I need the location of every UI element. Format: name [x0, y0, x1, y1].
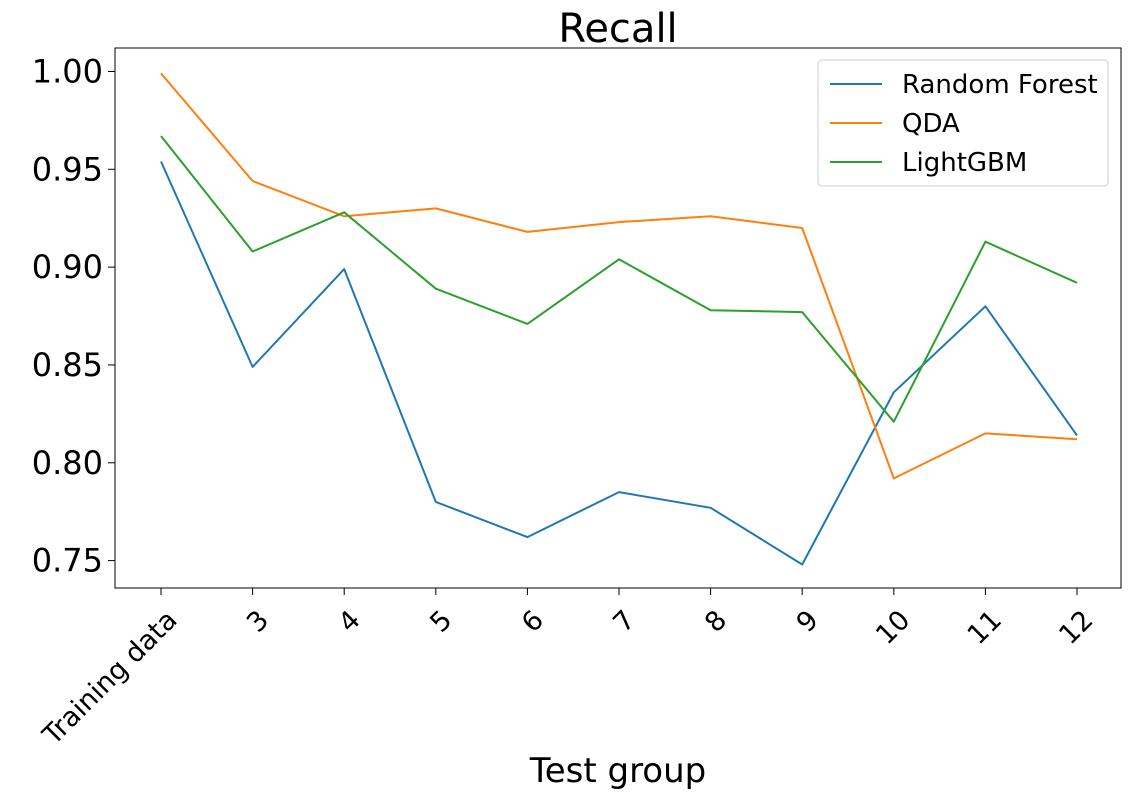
y-tick-label: 1.00 — [32, 52, 103, 90]
x-tick-label: Training data — [36, 605, 183, 752]
legend-entry: LightGBM — [902, 148, 1027, 178]
y-tick-label: 0.85 — [32, 346, 103, 384]
x-tick-label: 11 — [962, 605, 1008, 651]
x-tick-label: 4 — [333, 605, 367, 639]
x-tick-label: 10 — [870, 605, 916, 651]
legend-entry: Random Forest — [902, 70, 1098, 100]
x-tick-label: 9 — [791, 605, 825, 639]
series-line-lightgbm — [160, 135, 1078, 423]
legend: Random Forest QDA LightGBM — [817, 59, 1109, 187]
series-line-qda — [160, 72, 1078, 480]
chart-title: Recall — [558, 6, 677, 52]
x-tick-label: 7 — [607, 605, 641, 639]
x-axis-label: Test group — [529, 751, 707, 791]
legend-entry: QDA — [902, 109, 960, 139]
x-tick-label: 5 — [424, 605, 458, 639]
x-tick-label: 6 — [516, 605, 550, 639]
series-lines — [160, 72, 1078, 566]
plot-frame — [114, 47, 1122, 589]
legend-box — [817, 59, 1109, 187]
y-tick-label: 0.80 — [32, 444, 103, 482]
x-tick-label: 8 — [699, 605, 733, 639]
y-tick-label: 0.95 — [32, 150, 103, 188]
x-tick-label: 3 — [241, 605, 275, 639]
x-axis: Training data 3 4 5 6 7 8 9 10 11 12 — [36, 588, 1100, 752]
y-tick-label: 0.75 — [32, 542, 103, 580]
plot-area — [114, 47, 1122, 589]
x-tick-label: 12 — [1053, 605, 1099, 651]
y-tick-label: 0.90 — [32, 248, 103, 286]
y-axis: 0.75 0.80 0.85 0.90 0.95 1.00 — [32, 52, 115, 580]
